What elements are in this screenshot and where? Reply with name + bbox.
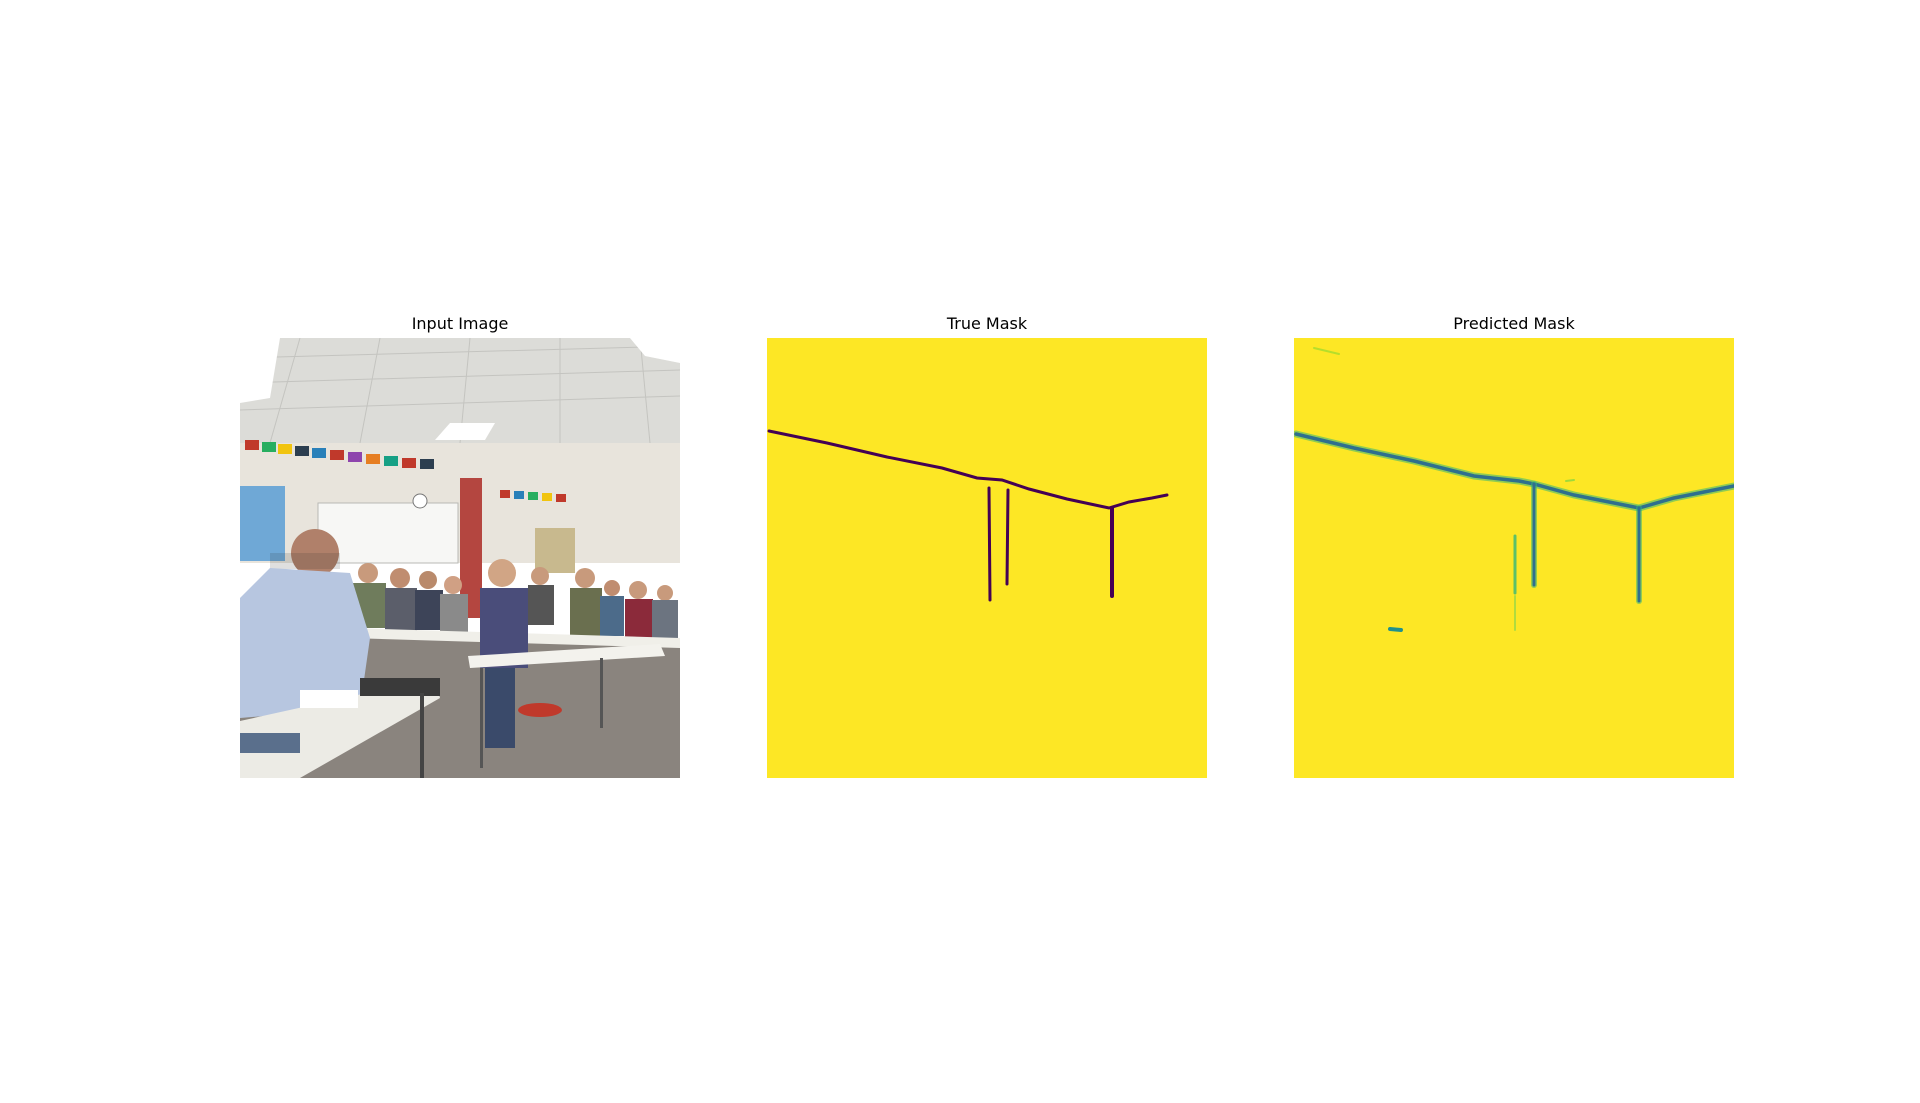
input-image — [240, 338, 680, 778]
true-mask-edges — [767, 429, 1169, 602]
panel-title-true-mask: True Mask — [946, 314, 1028, 333]
true-mask — [767, 338, 1207, 778]
true-mask-background — [767, 338, 1207, 778]
true-mask-panel — [767, 338, 1207, 778]
input-image-panel — [240, 338, 680, 778]
panel-title-predicted-mask: Predicted Mask — [1453, 314, 1575, 333]
panel-title-input-image: Input Image — [411, 314, 509, 333]
predicted-mask — [1294, 338, 1734, 778]
predicted-mask-edges — [1294, 347, 1734, 632]
predicted-mask-panel — [1294, 338, 1734, 778]
